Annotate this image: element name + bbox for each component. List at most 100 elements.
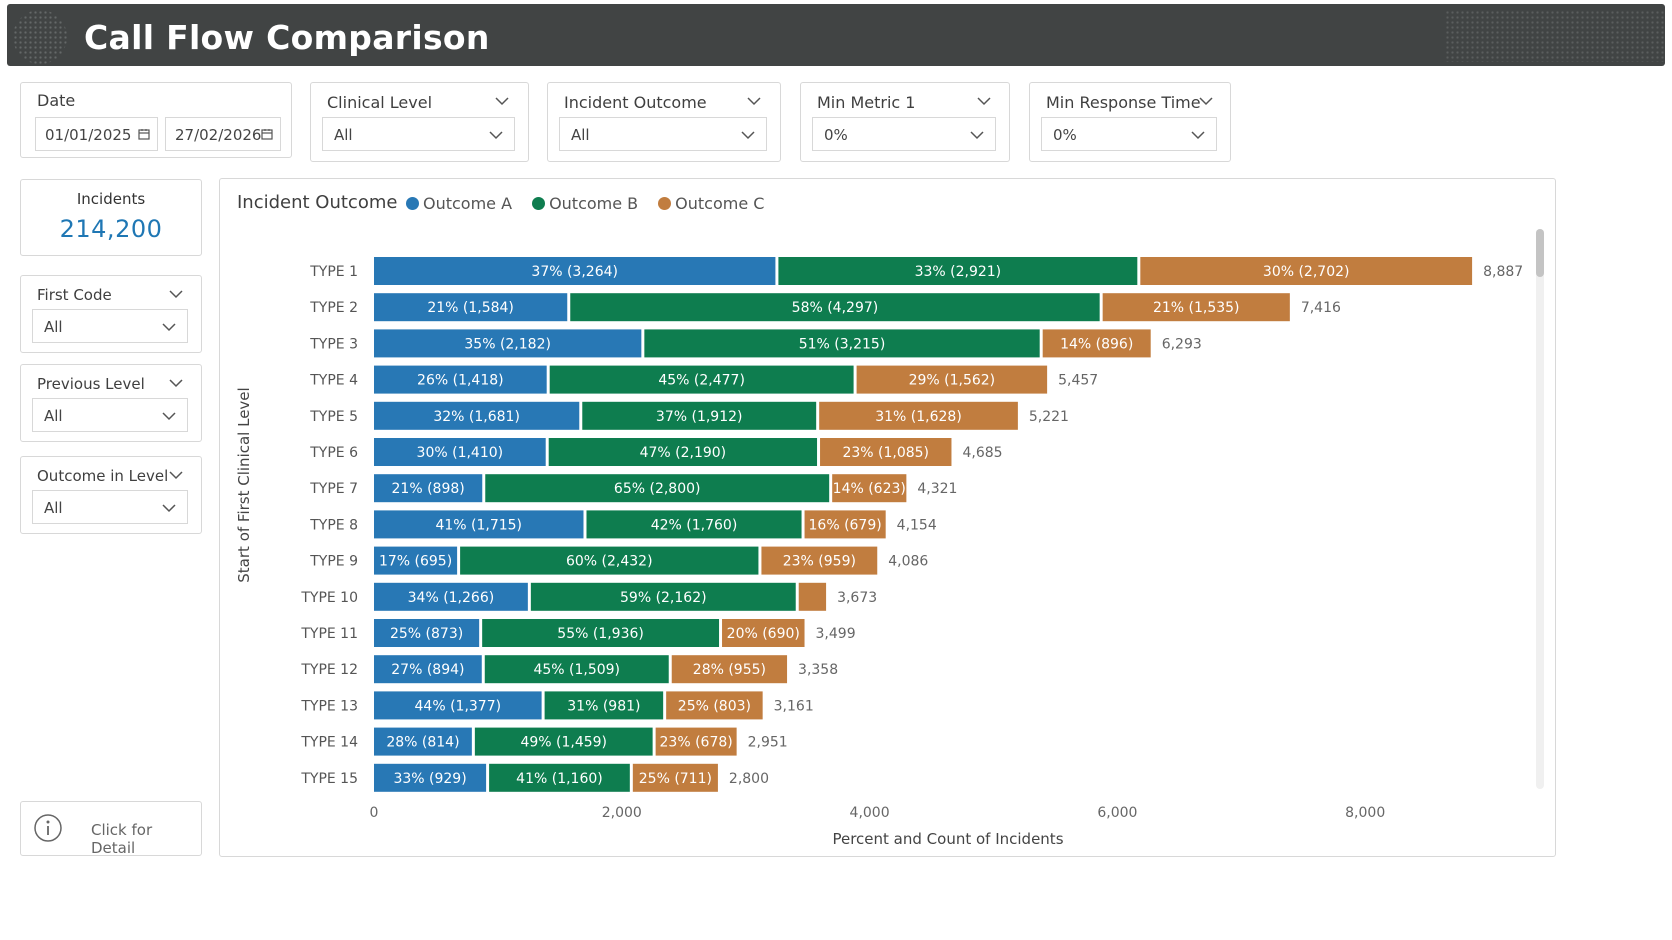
bar-segment: [374, 257, 776, 285]
bar-total-label: 3,358: [798, 662, 838, 678]
y-axis-title: Start of First Clinical Level: [235, 387, 253, 582]
chevron-down-icon[interactable]: [493, 92, 511, 110]
bar-segment: [804, 510, 886, 539]
bar-data-label: 47% (2,190): [640, 445, 727, 461]
bar-data-label: 31% (1,628): [875, 409, 962, 425]
chevron-down-icon: [489, 131, 503, 140]
bar-segment: [374, 763, 487, 792]
min-metric-1-value: 0%: [824, 126, 848, 144]
bar-data-label: 23% (1,085): [842, 445, 929, 461]
chart-scrollbar-thumb[interactable]: [1536, 229, 1544, 277]
calendar-icon[interactable]: [138, 128, 150, 140]
bar-segment: [374, 365, 547, 394]
bar-data-label: 28% (955): [693, 662, 766, 678]
chevron-down-icon[interactable]: [167, 374, 185, 392]
stacked-bar-chart: TYPE 1 37% (3,264) 33% (2,921) 30% (2,702) 8…: [235, 257, 1523, 848]
chevron-down-icon: [162, 323, 176, 332]
outcome-in-level-dropdown[interactable]: All: [32, 490, 188, 524]
bar-data-label: 23% (959): [783, 554, 856, 570]
min-response-time-value: 0%: [1053, 126, 1077, 144]
bar-total-label: 5,221: [1029, 409, 1069, 425]
bar-segment: [586, 510, 802, 539]
bar-data-label: 58% (4,297): [792, 300, 879, 316]
bar-data-label: 35% (2,182): [464, 336, 551, 352]
first-code-value: All: [44, 318, 63, 336]
clinical-level-dropdown[interactable]: All: [322, 117, 515, 151]
bar-data-label: 23% (678): [660, 735, 733, 751]
bar-segment: [374, 401, 580, 430]
chevron-down-icon[interactable]: [167, 285, 185, 303]
clinical-level-slicer: Clinical Level All: [310, 82, 529, 162]
category-label: TYPE 12: [300, 662, 358, 678]
header-decoration-left: [13, 10, 67, 64]
bar-total-label: 4,086: [888, 554, 928, 570]
bar-total-label: 2,800: [729, 771, 769, 787]
bar-data-label: 33% (2,921): [915, 264, 1002, 280]
previous-level-dropdown[interactable]: All: [32, 398, 188, 432]
legend-swatch-outcome-c: [658, 197, 672, 210]
incident-outcome-value: All: [571, 126, 590, 144]
start-date-input[interactable]: 01/01/2025: [35, 117, 158, 151]
bar-data-label: 33% (929): [393, 771, 466, 787]
x-tick-label: 2,000: [602, 805, 642, 821]
category-label: TYPE 5: [309, 409, 358, 425]
bar-segment: [820, 438, 952, 466]
incidents-kpi-value: 214,200: [59, 215, 163, 243]
info-icon: [34, 814, 62, 842]
bar-segment: [374, 619, 480, 647]
bar-data-label: 21% (898): [392, 481, 465, 497]
chevron-down-icon[interactable]: [167, 466, 185, 484]
bar-segment: [655, 727, 737, 756]
bar-data-label: 41% (1,160): [516, 771, 603, 787]
bar-segment: [819, 401, 1018, 430]
chevron-down-icon[interactable]: [975, 92, 993, 110]
chevron-down-icon: [162, 412, 176, 421]
min-metric-1-dropdown[interactable]: 0%: [812, 117, 996, 151]
bar-total-label: 8,887: [1483, 264, 1523, 280]
bar-segment: [374, 582, 528, 611]
chevron-down-icon: [162, 504, 176, 513]
bar-segment: [374, 438, 546, 466]
bar-segment: [1102, 293, 1290, 322]
bar-segment: [632, 763, 718, 792]
end-date-value: 27/02/2026: [175, 126, 262, 144]
category-label: TYPE 9: [309, 554, 358, 570]
min-response-time-dropdown[interactable]: 0%: [1041, 117, 1217, 151]
bar-data-label: 59% (2,162): [620, 590, 707, 606]
legend-label-outcome-b: Outcome B: [549, 194, 639, 213]
header-decoration-right: [1445, 10, 1665, 62]
chart-scrollbar[interactable]: [1536, 229, 1544, 789]
chart-title: Incident Outcome: [237, 192, 398, 213]
bar-data-label: 14% (896): [1060, 336, 1133, 352]
end-date-input[interactable]: 27/02/2026: [165, 117, 281, 151]
bar-segment: [549, 365, 854, 394]
bar-segment: [1140, 257, 1473, 285]
page-title: Call Flow Comparison: [84, 18, 490, 57]
bar-data-label: 14% (623): [833, 481, 906, 497]
bar-data-label: 37% (3,264): [531, 264, 618, 280]
bar-segment: [1042, 329, 1151, 358]
incident-outcome-dropdown[interactable]: All: [559, 117, 767, 151]
click-for-detail-button[interactable]: Click for Detail: [20, 801, 202, 857]
bar-segment: [778, 257, 1138, 285]
bar-data-label: 16% (679): [809, 517, 882, 533]
first-code-slicer: First Code All: [20, 275, 202, 353]
chevron-down-icon[interactable]: [745, 92, 763, 110]
bar-segment: [761, 546, 878, 575]
bar-total-label: 5,457: [1058, 373, 1098, 389]
calendar-icon[interactable]: [261, 128, 273, 140]
incident-outcome-label: Incident Outcome: [564, 93, 707, 112]
first-code-dropdown[interactable]: All: [32, 309, 188, 343]
chevron-down-icon[interactable]: [1197, 92, 1215, 110]
bar-segment: [374, 474, 483, 503]
clinical-level-value: All: [334, 126, 353, 144]
bar-segment: [856, 365, 1048, 394]
previous-level-label: Previous Level: [37, 375, 145, 393]
bar-data-label: 21% (1,584): [427, 300, 514, 316]
bar-segment: [798, 582, 827, 611]
min-metric-1-slicer: Min Metric 1 0%: [800, 82, 1010, 162]
bar-data-label: 31% (981): [567, 698, 640, 714]
category-label: TYPE 2: [309, 300, 358, 316]
page-header: Call Flow Comparison: [7, 4, 1665, 66]
bar-total-label: 4,154: [897, 517, 937, 533]
